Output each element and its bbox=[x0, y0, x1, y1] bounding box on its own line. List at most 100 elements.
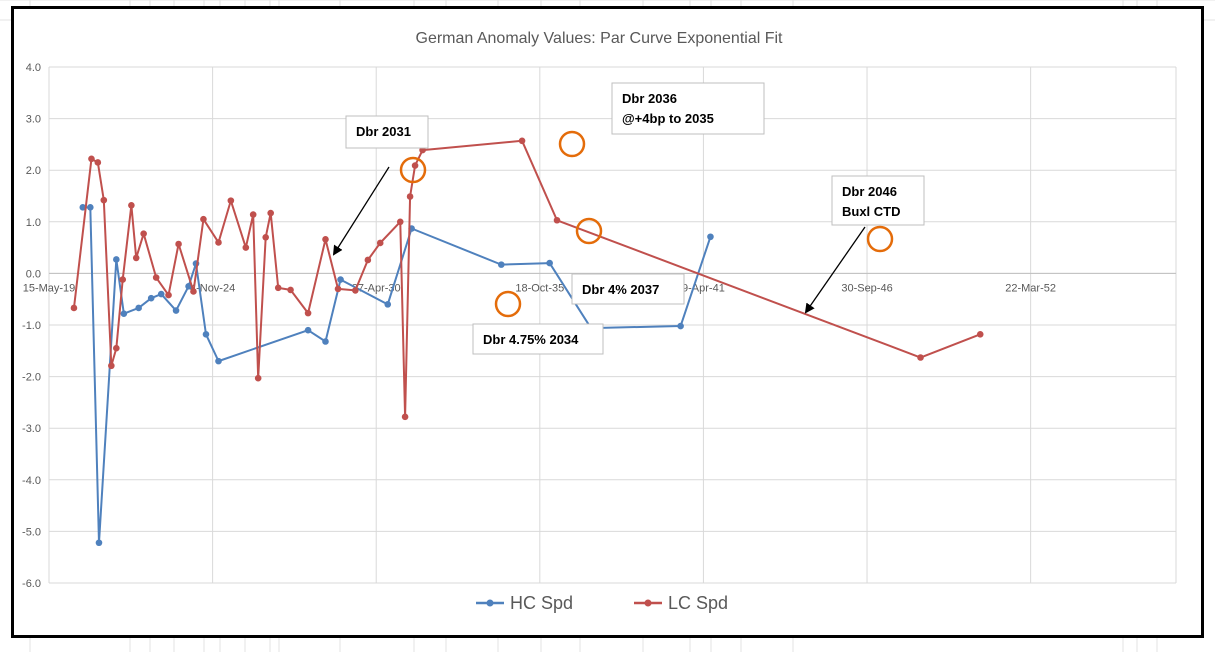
y-tick-label: 1.0 bbox=[26, 217, 41, 229]
callout-label: Dbr 2031 bbox=[345, 115, 429, 149]
x-tick-label: 4-Nov-24 bbox=[190, 282, 235, 294]
lc-spd-data-point[interactable] bbox=[165, 291, 172, 299]
callout-text: Dbr 2031 bbox=[356, 124, 411, 139]
lc-spd-data-point[interactable] bbox=[70, 304, 78, 312]
lc-spd-data-point[interactable] bbox=[267, 209, 274, 217]
hc-spd-data-point[interactable] bbox=[79, 204, 87, 211]
callout-text: Dbr 4.75% 2034 bbox=[483, 332, 579, 347]
lc-spd-data-point[interactable] bbox=[322, 236, 329, 243]
lc-spd-data-point[interactable] bbox=[352, 287, 359, 294]
hc-spd-data-point[interactable] bbox=[322, 338, 329, 345]
hc-spd-data-point[interactable] bbox=[87, 204, 94, 211]
callout-label: Dbr 2046 Buxl CTD bbox=[831, 175, 925, 226]
legend[interactable]: HC Spd LC Spd bbox=[476, 593, 728, 613]
lc-spd-data-point[interactable] bbox=[88, 155, 95, 163]
lc-spd-data-point[interactable] bbox=[190, 288, 197, 295]
lc-spd-data-point[interactable] bbox=[242, 244, 250, 251]
annotation-arrow bbox=[804, 226, 866, 314]
lc-spd-data-point[interactable] bbox=[227, 197, 235, 204]
legend-label: LC Spd bbox=[668, 593, 728, 613]
hc-spd-data-point[interactable] bbox=[202, 330, 210, 338]
callout-text: @+4bp to 2035 bbox=[622, 111, 714, 126]
hc-spd-data-point[interactable] bbox=[677, 322, 684, 330]
hc-spd-data-point[interactable] bbox=[172, 307, 180, 314]
callout-label: Dbr 4% 2037 bbox=[571, 273, 685, 305]
y-tick-label: -2.0 bbox=[22, 372, 41, 384]
y-axis: 4.0 3.0 2.0 1.0 0.0 -1.0 -2.0 -3.0 -4.0 -5.0 -6.0 bbox=[22, 62, 41, 590]
series-hc-spd bbox=[79, 204, 714, 547]
legend-item-hc-spd[interactable]: HC Spd bbox=[476, 593, 573, 613]
lc-spd-data-point[interactable] bbox=[94, 159, 102, 166]
lc-spd-data-point[interactable] bbox=[132, 254, 140, 262]
lc-spd-data-point[interactable] bbox=[411, 162, 419, 169]
lc-spd-data-point[interactable] bbox=[128, 201, 135, 209]
lc-spd-data-point[interactable] bbox=[334, 285, 342, 293]
hc-spd-data-point[interactable] bbox=[215, 357, 222, 365]
lc-spd-data-point[interactable] bbox=[518, 137, 526, 145]
highlight-circles bbox=[399, 130, 894, 318]
y-tick-label: 0.0 bbox=[26, 268, 41, 280]
y-tick-label: -6.0 bbox=[22, 578, 41, 590]
lc-spd-data-point[interactable] bbox=[376, 239, 384, 247]
x-tick-label: 18-Oct-35 bbox=[515, 282, 564, 294]
lc-spd-data-point[interactable] bbox=[287, 286, 294, 294]
hc-spd-data-point[interactable] bbox=[120, 310, 128, 317]
series-layer bbox=[70, 137, 984, 547]
hc-spd-data-point[interactable] bbox=[546, 259, 553, 267]
hc-spd-data-point[interactable] bbox=[384, 301, 392, 308]
highlight-circle bbox=[494, 290, 522, 318]
y-tick-label: -3.0 bbox=[22, 423, 41, 435]
callout-label: Dbr 4.75% 2034 bbox=[472, 323, 604, 355]
y-tick-label: -4.0 bbox=[22, 475, 41, 487]
lc-spd-data-point[interactable] bbox=[254, 374, 262, 382]
hc-spd-data-point[interactable] bbox=[113, 256, 120, 263]
lc-spd-data-point[interactable] bbox=[917, 354, 924, 361]
lc-spd-data-point[interactable] bbox=[140, 230, 147, 237]
lc-spd-data-point[interactable] bbox=[274, 284, 282, 292]
lc-spd-data-point[interactable] bbox=[175, 240, 182, 248]
lc-spd-data-point[interactable] bbox=[406, 193, 414, 200]
lc-spd-data-point[interactable] bbox=[200, 215, 207, 223]
hc-spd-data-point[interactable] bbox=[147, 294, 155, 302]
lc-spd-data-point[interactable] bbox=[215, 239, 222, 246]
hc-spd-data-point[interactable] bbox=[135, 304, 142, 312]
callout-label: Dbr 2036 @+4bp to 2035 bbox=[611, 82, 765, 135]
annotations: Dbr 2031 Dbr 2036 @+4bp to 2035 Dbr 2046 Bux… bbox=[332, 82, 925, 355]
x-axis: 15-May-19 4-Nov-24 27-Apr-30 18-Oct-35 9-Apr… bbox=[23, 282, 1056, 294]
callout-text: Dbr 4% 2037 bbox=[582, 282, 659, 297]
lc-spd-data-point[interactable] bbox=[113, 344, 120, 352]
y-tick-label: -5.0 bbox=[22, 526, 41, 538]
highlight-circle bbox=[866, 225, 894, 253]
chart-title: German Anomaly Values: Par Curve Exponen… bbox=[416, 30, 784, 47]
callout-text: Dbr 2036 bbox=[622, 91, 677, 106]
hc-spd-data-point[interactable] bbox=[157, 290, 165, 298]
hc-spd-data-point[interactable] bbox=[337, 276, 344, 283]
lc-spd-data-point[interactable] bbox=[396, 218, 404, 226]
hc-spd-data-point[interactable] bbox=[95, 539, 103, 547]
y-tick-label: -1.0 bbox=[22, 320, 41, 332]
callout-text: Dbr 2046 bbox=[842, 184, 897, 199]
line-chart: German Anomaly Values: Par Curve Exponen… bbox=[22, 30, 1177, 613]
lc-spd-data-point[interactable] bbox=[976, 330, 984, 338]
highlight-circle bbox=[399, 156, 427, 184]
highlight-circle bbox=[575, 217, 603, 245]
x-tick-label: 9-Apr-41 bbox=[682, 282, 725, 294]
hc-spd-data-point[interactable] bbox=[304, 326, 312, 334]
lc-spd-data-point[interactable] bbox=[152, 274, 160, 281]
lc-spd-data-point[interactable] bbox=[100, 196, 108, 204]
lc-spd-data-point[interactable] bbox=[553, 216, 561, 224]
y-tick-label: 3.0 bbox=[26, 114, 41, 126]
legend-item-lc-spd[interactable]: LC Spd bbox=[634, 593, 728, 613]
lc-spd-data-point[interactable] bbox=[249, 211, 257, 218]
lc-spd-data-point[interactable] bbox=[364, 256, 372, 264]
hc-spd-data-point[interactable] bbox=[497, 261, 505, 268]
lc-spd-data-point[interactable] bbox=[108, 362, 115, 370]
lc-spd-data-point[interactable] bbox=[119, 276, 127, 283]
hc-spd-data-point[interactable] bbox=[707, 233, 714, 241]
lc-spd-data-point[interactable] bbox=[401, 413, 409, 421]
y-tick-label: 2.0 bbox=[26, 165, 41, 177]
hc-spd-data-point[interactable] bbox=[185, 283, 192, 290]
lc-spd-data-point[interactable] bbox=[262, 233, 269, 241]
lc-spd-data-point[interactable] bbox=[304, 309, 312, 317]
chart-area[interactable]: German Anomaly Values: Par Curve Exponen… bbox=[11, 6, 1204, 638]
